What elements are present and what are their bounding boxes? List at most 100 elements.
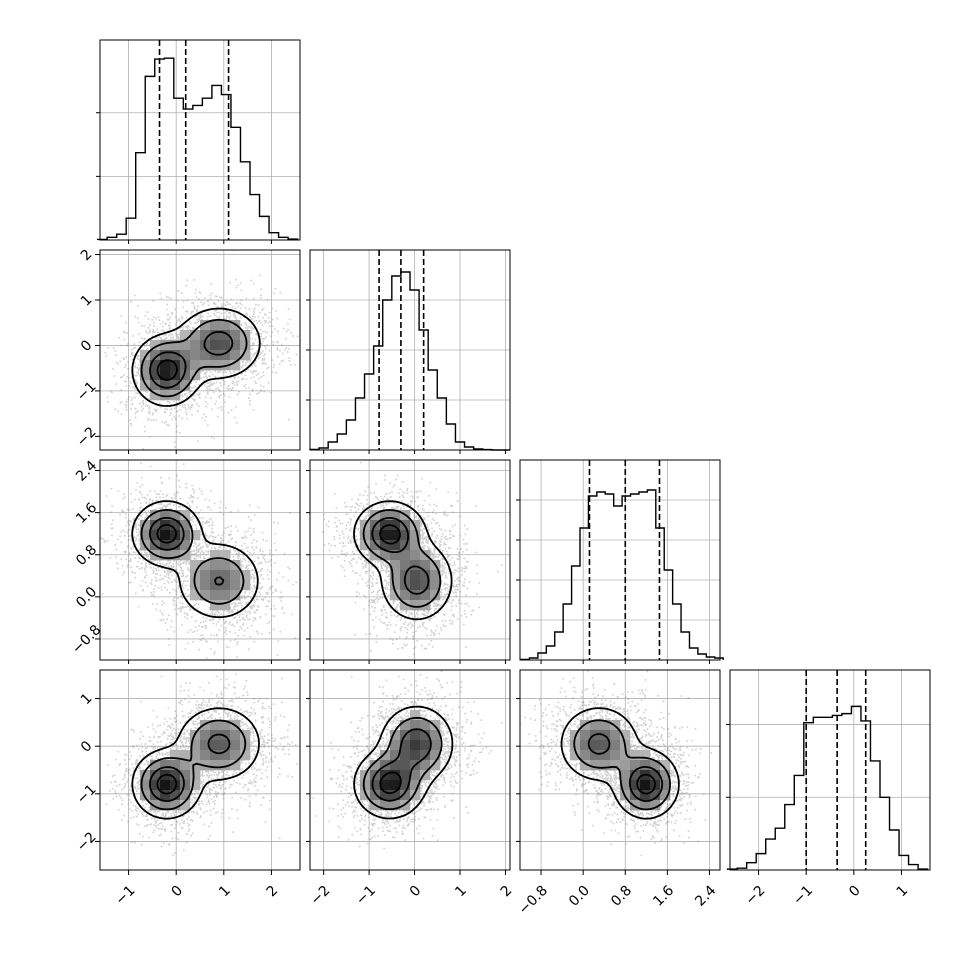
panel-content: [100, 460, 300, 660]
density-cell: [170, 770, 181, 781]
contour-line: [156, 523, 178, 544]
density-cell: [380, 780, 391, 791]
scatter-points: [100, 673, 298, 856]
density-cell: [200, 360, 211, 371]
density-cell: [420, 590, 431, 601]
density-cell: [180, 370, 191, 381]
x-tick-label: 1: [216, 883, 234, 901]
panel-frame: [99, 459, 301, 661]
density-cell: [420, 560, 431, 571]
density-cell: [580, 760, 591, 771]
density-cell: [430, 590, 441, 601]
density-cell: [430, 760, 441, 771]
panel-content: [100, 670, 300, 870]
density-cell: [220, 730, 231, 741]
density-cell: [170, 750, 181, 761]
density-cell: [370, 790, 381, 801]
contour-line: [156, 359, 178, 381]
density-cell: [410, 590, 421, 601]
density-cell: [200, 750, 211, 761]
x-tick-label: 1: [894, 883, 912, 901]
density-cell: [160, 760, 171, 771]
density-cell: [430, 580, 441, 591]
density-cell: [160, 800, 171, 811]
density-cell: [240, 570, 251, 581]
density-cell: [580, 750, 591, 761]
density-cell: [410, 720, 421, 731]
density-cell: [590, 750, 601, 761]
density-cell: [580, 730, 591, 741]
density-cell: [200, 730, 211, 741]
density-cell: [170, 800, 181, 811]
density-cell: [390, 790, 401, 801]
density-cell: [410, 780, 421, 791]
density-cell: [230, 560, 241, 571]
density-cell: [220, 330, 231, 341]
density-cell: [400, 720, 411, 731]
density-cell: [170, 540, 181, 551]
density-cell: [160, 380, 171, 391]
density-cell: [400, 600, 411, 611]
density-cell: [420, 760, 431, 771]
panel-content: [520, 670, 720, 870]
density-cell: [370, 780, 381, 791]
density-cell: [190, 340, 201, 351]
density-cell: [410, 740, 421, 751]
y-tick-label: 1: [78, 690, 96, 708]
panel-frame: [309, 249, 511, 451]
density-cell: [370, 760, 381, 771]
panel-bg: [100, 40, 300, 240]
panel-frame: [309, 669, 511, 871]
density-cell: [390, 760, 401, 771]
x-tick-label: 0: [846, 883, 864, 901]
density-cell: [660, 780, 671, 791]
density-cell: [650, 770, 661, 781]
x-tick-label: 0: [407, 883, 425, 901]
x-tick-label: 1.6: [650, 883, 677, 910]
density-cell: [590, 720, 601, 731]
density-cell: [390, 560, 401, 571]
histogram-step: [309, 271, 510, 451]
density-cell: [200, 330, 211, 341]
density-cell: [180, 750, 191, 761]
density-cell: [170, 760, 181, 771]
density-cell: [210, 590, 221, 601]
density-cell: [210, 720, 221, 731]
contour-line: [149, 331, 234, 389]
density-cell: [160, 350, 171, 361]
density-cell: [390, 580, 401, 591]
density-cell: [190, 770, 201, 781]
y-tick-label: −2: [74, 829, 100, 855]
density-cell: [600, 750, 611, 761]
density-cell: [420, 570, 431, 581]
density-cell: [180, 760, 191, 771]
density-cell: [600, 760, 611, 771]
panel-content: [100, 250, 300, 450]
density-cell: [230, 360, 241, 371]
density-cell: [400, 740, 411, 751]
density-cell: [620, 770, 631, 781]
density-cell: [410, 550, 421, 561]
contour-line: [587, 733, 664, 802]
density-cell: [390, 740, 401, 751]
panel-frame: [309, 459, 511, 661]
scatter-panel-2-4: [309, 669, 511, 871]
contour-line: [140, 719, 247, 811]
density-cell: [150, 380, 161, 391]
x-tick-label: −0.8: [516, 883, 551, 918]
x-tick-label: 2.4: [692, 883, 719, 910]
density-cell: [190, 560, 201, 571]
contour-line: [156, 773, 178, 795]
density-cell: [150, 350, 161, 361]
density-cell: [150, 340, 161, 351]
density-cell: [210, 570, 221, 581]
density-cell: [190, 530, 201, 541]
density-cell: [410, 600, 421, 611]
density-cell: [630, 770, 641, 781]
density-cell: [410, 530, 421, 541]
hist-panel-2: [306, 249, 511, 451]
density-cell: [170, 550, 181, 561]
density-cell: [160, 370, 171, 381]
y-tick-label: 1.6: [73, 500, 100, 527]
density-cell: [140, 360, 151, 371]
